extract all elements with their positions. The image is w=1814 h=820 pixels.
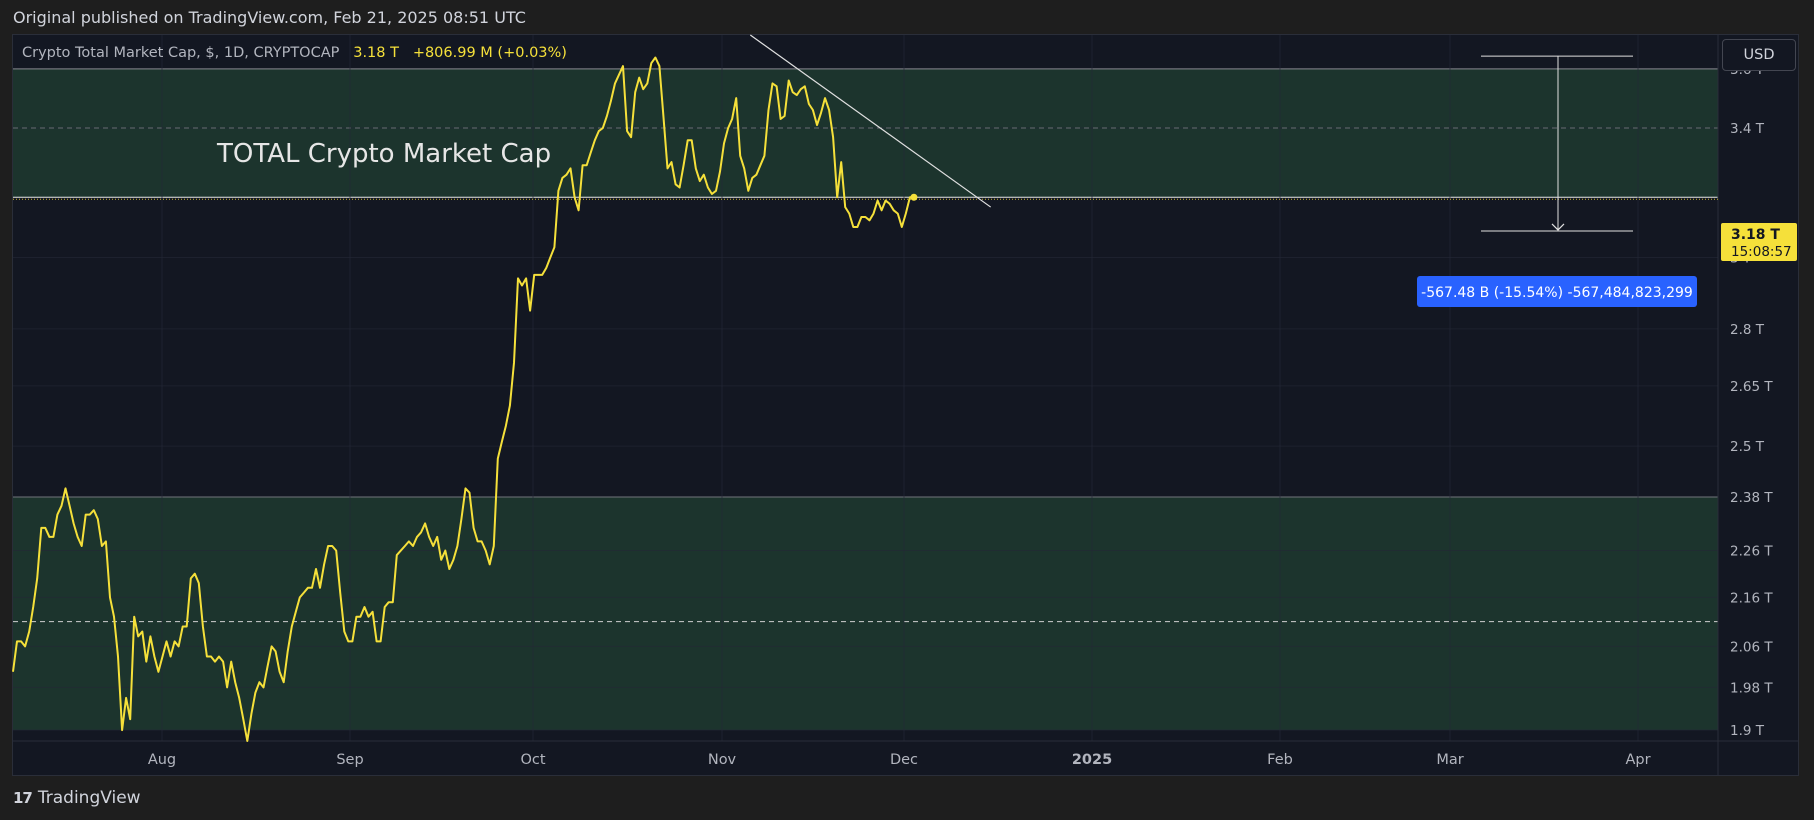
x-tick-label: 2025 (1072, 752, 1112, 768)
x-tick-label: Dec (890, 752, 918, 768)
tradingview-logo-icon: 17 (13, 789, 33, 807)
currency-button[interactable]: USD (1722, 39, 1796, 71)
footer-brand[interactable]: 17 TradingView (13, 788, 141, 808)
symbol-name: Crypto Total Market Cap, $, 1D, CRYPTOCA… (22, 45, 340, 61)
y-tick-label: 2.38 T (1730, 490, 1773, 506)
price-series-line[interactable] (12, 56, 914, 742)
published-caption: Original published on TradingView.com, F… (13, 8, 526, 27)
measure-label-box (1417, 276, 1697, 307)
price-badge-countdown: 15:08:57 (1731, 244, 1792, 260)
y-tick-label: 2.26 T (1730, 544, 1773, 560)
y-tick-label: 3.4 T (1730, 121, 1765, 137)
x-tick-label: Aug (148, 752, 176, 768)
measure-arrow-icon (1551, 223, 1565, 231)
zone-box-0 (13, 68, 1718, 198)
measure-label-text: -567.48 B (-15.54%) -567,484,823,299 (1421, 285, 1693, 301)
y-tick-label: 1.98 T (1730, 680, 1773, 696)
x-tick-label: Oct (520, 752, 545, 768)
y-tick-label: 1.9 T (1730, 723, 1765, 739)
trendline[interactable] (749, 34, 992, 208)
zone-box-1 (13, 497, 1718, 731)
y-tick-label: 2.16 T (1730, 590, 1773, 606)
y-tick-label: 2.5 T (1730, 439, 1765, 455)
x-tick-label: Sep (336, 752, 363, 768)
y-tick-label: 2.8 T (1730, 322, 1765, 338)
x-tick-label: Apr (1625, 752, 1650, 768)
x-tick-label: Feb (1267, 752, 1293, 768)
price-badge-value: 3.18 T (1731, 227, 1780, 243)
price-change: +806.99 M (+0.03%) (412, 45, 567, 61)
x-tick-label: Nov (708, 752, 737, 768)
x-tick-label: Mar (1436, 752, 1463, 768)
y-tick-label: 2.65 T (1730, 379, 1773, 395)
symbol-legend[interactable]: Crypto Total Market Cap, $, 1D, CRYPTOCA… (22, 45, 567, 61)
price-badge (1721, 223, 1797, 261)
last-price: 3.18 T (353, 45, 399, 61)
chart-title: TOTAL Crypto Market Cap (216, 139, 551, 169)
brand-name: TradingView (37, 788, 141, 808)
last-price-dot (910, 193, 918, 201)
y-tick-label: 2.06 T (1730, 639, 1773, 655)
